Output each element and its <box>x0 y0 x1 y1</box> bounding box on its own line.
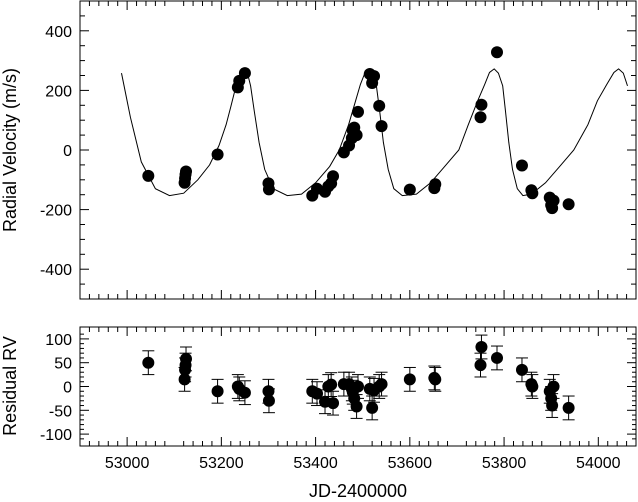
rv-data-point <box>429 178 442 191</box>
rv-data-point <box>262 183 275 196</box>
residual-data-point <box>375 378 388 391</box>
rv-data-point <box>373 99 386 112</box>
bottom-axis-ticks: 53000 53200 53400 53600 53800 54000 -100 -50 0 50… <box>40 327 637 472</box>
bottom-plot-frame <box>79 326 637 447</box>
residual-data-point <box>142 356 155 369</box>
rv-data-point <box>368 70 381 83</box>
top-axis-ticks: -400 -200 0 200 400 <box>40 1 637 299</box>
rv-data-point <box>562 198 575 211</box>
residual-data-point <box>429 373 442 386</box>
residual-data-point <box>352 380 364 393</box>
residual-data-point <box>262 394 275 407</box>
rv-data-point <box>526 187 539 200</box>
residual-data-point <box>366 401 379 414</box>
rv-data-point <box>238 67 251 80</box>
x-tick-label: 53000 <box>105 455 150 472</box>
x-tick-label: 53800 <box>482 455 527 472</box>
rv-data-point <box>180 165 193 178</box>
rv-data-point <box>474 111 487 124</box>
rv-data-point <box>375 120 388 133</box>
y-tick-label: 0 <box>63 143 72 160</box>
top-data-points-layer <box>142 46 575 215</box>
bottom-panel: 53000 53200 53400 53600 53800 54000 -100 -50 0 50… <box>0 326 637 501</box>
y-tick-label: 50 <box>54 356 72 373</box>
residual-data-point <box>311 387 324 400</box>
x-tick-label: 54000 <box>576 455 621 472</box>
rv-data-point <box>211 148 224 161</box>
x-tick-label: 53600 <box>388 455 433 472</box>
rv-data-point <box>515 159 528 172</box>
top-panel: -400 -200 0 200 400 Radial Velocity (m/s) <box>0 0 637 300</box>
y-tick-label: 400 <box>45 24 72 41</box>
y-tick-label: 100 <box>45 332 72 349</box>
residual-data-point <box>180 352 193 365</box>
y-tick-label: -400 <box>40 262 72 279</box>
rv-data-point <box>547 194 560 207</box>
residual-data-point <box>475 340 488 353</box>
residual-data-point <box>547 380 560 393</box>
rv-data-point <box>327 170 340 183</box>
residual-data-point <box>350 400 363 413</box>
rv-data-point <box>403 183 416 196</box>
x-tick-label: 53200 <box>199 455 244 472</box>
residual-data-point <box>546 399 559 412</box>
y-tick-label: 200 <box>45 83 72 100</box>
residual-data-point <box>238 386 251 399</box>
residual-data-point <box>515 363 528 376</box>
top-plot-frame <box>79 0 637 300</box>
y-tick-label: -200 <box>40 203 72 220</box>
residual-data-point <box>526 380 539 393</box>
residual-data-point <box>325 378 338 391</box>
bottom-y-axis-label: Residual RV <box>0 336 20 436</box>
residual-data-point <box>327 397 340 410</box>
rv-data-point <box>475 98 488 111</box>
y-tick-label: 0 <box>63 380 72 397</box>
x-axis-label: JD-2400000 <box>309 481 407 501</box>
residual-data-point <box>211 385 224 398</box>
y-tick-label: -100 <box>40 427 72 444</box>
rv-data-point <box>491 46 503 59</box>
rv-data-point <box>352 105 364 118</box>
residual-data-point <box>491 351 503 364</box>
residual-data-point <box>403 373 416 386</box>
rv-data-point <box>350 129 363 142</box>
y-tick-label: -50 <box>49 403 72 420</box>
rv-data-point <box>142 169 155 182</box>
residual-data-point <box>562 401 575 414</box>
bottom-data-points-layer <box>142 334 575 421</box>
x-tick-label: 53400 <box>293 455 338 472</box>
top-y-axis-label: Radial Velocity (m/s) <box>0 68 20 232</box>
residual-data-point <box>474 359 487 372</box>
